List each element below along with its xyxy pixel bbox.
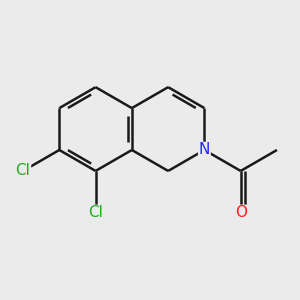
Text: O: O [235, 205, 247, 220]
Text: N: N [199, 142, 210, 158]
Text: Cl: Cl [16, 164, 31, 178]
Text: Cl: Cl [88, 205, 103, 220]
